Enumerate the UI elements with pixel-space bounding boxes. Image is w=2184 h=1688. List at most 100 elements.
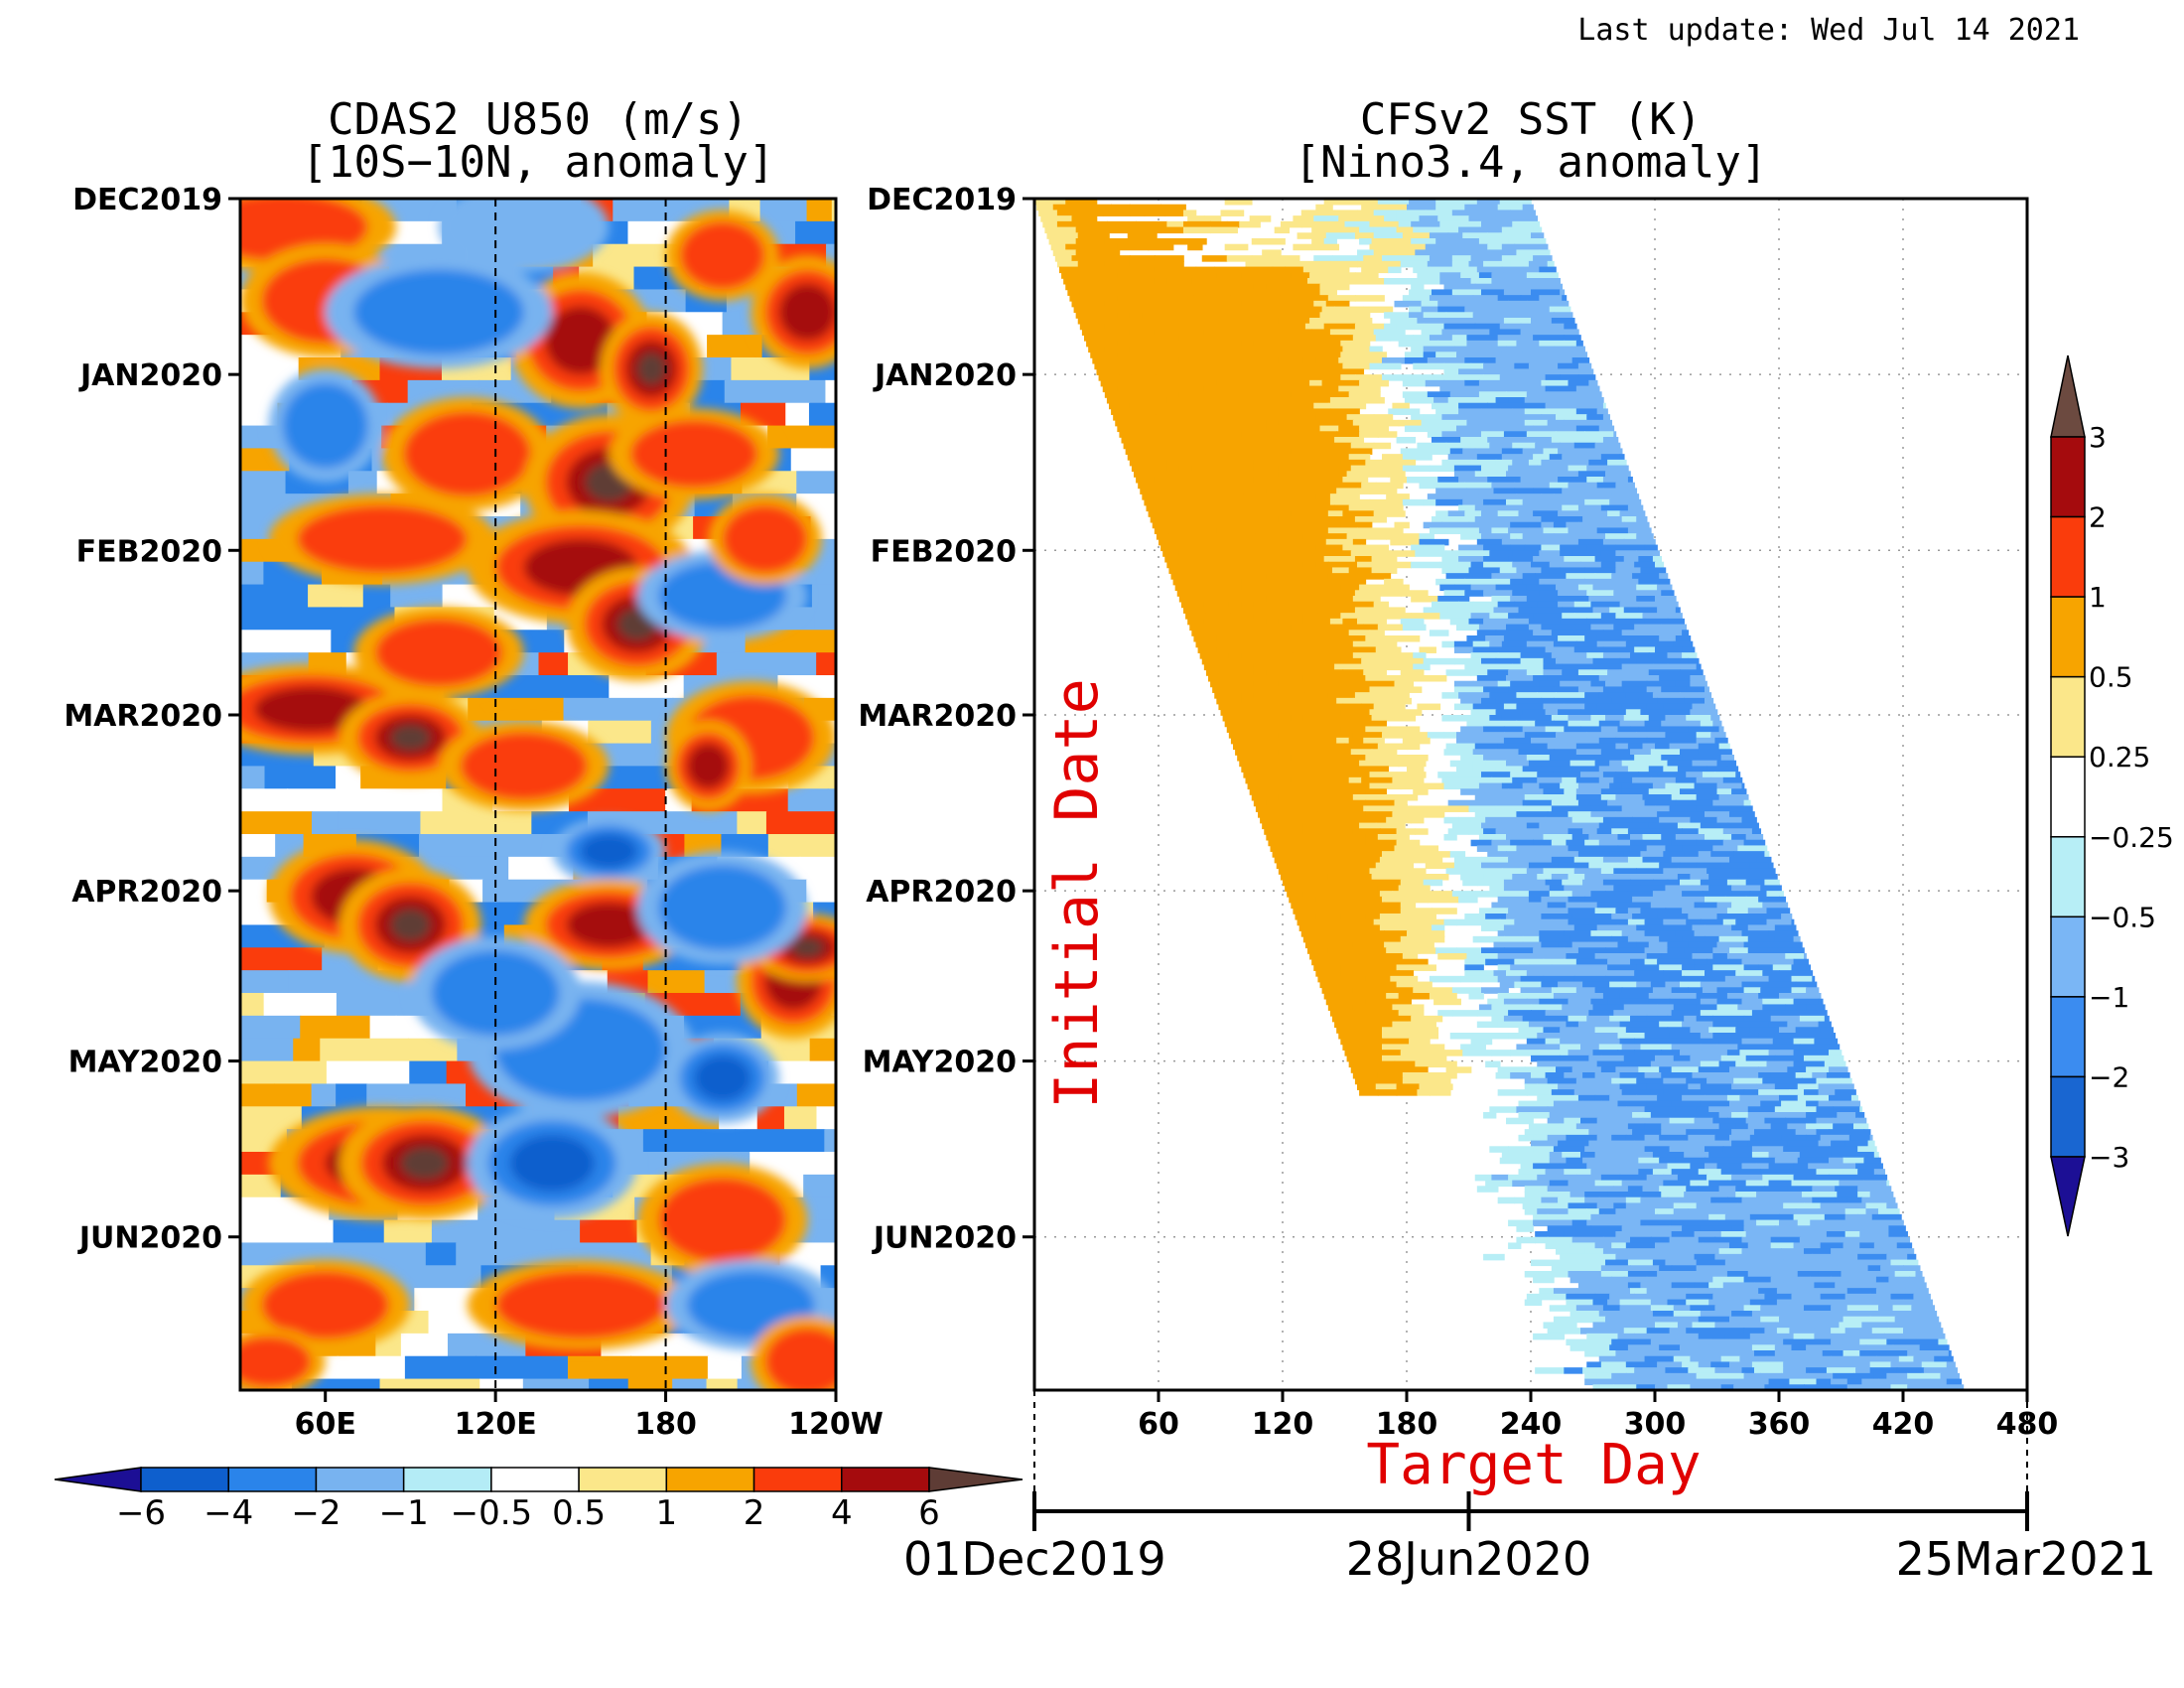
sst-cell [1648, 1180, 1665, 1188]
sst-cell [1537, 776, 1564, 784]
sst-cell [1648, 766, 1665, 773]
sst-cell [1640, 709, 1673, 716]
sst-cell [1820, 1293, 1846, 1301]
sst-cell [1600, 1265, 1631, 1272]
sst-cell [1404, 918, 1429, 926]
sst-cell [1386, 993, 1400, 1000]
sst-cell [1739, 868, 1755, 875]
sst-cell [1630, 675, 1660, 682]
sst-cell [1615, 811, 1629, 818]
sst-cell [1388, 266, 1402, 274]
sst-cell [1630, 862, 1660, 870]
sst-cell [1274, 454, 1288, 461]
sst-cell [1756, 1163, 1770, 1170]
sst-cell [1655, 1322, 1679, 1329]
sst-cell [1718, 743, 1730, 751]
sst-cell [1285, 743, 1312, 751]
sst-cell [1551, 318, 1575, 325]
sst-cell [1749, 1333, 1778, 1340]
sst-cell [1214, 607, 1241, 614]
sst-cell [1458, 550, 1491, 557]
sst-cell [1816, 1322, 1841, 1329]
sst-cell [1900, 1322, 1923, 1329]
sst-cell [1357, 918, 1375, 926]
sst-cell [1630, 749, 1652, 756]
u850-anomaly [261, 1271, 389, 1339]
sst-cell [1566, 902, 1598, 910]
sst-cell [1462, 454, 1478, 461]
sst-cell [1646, 737, 1673, 745]
sst-cell [1859, 1350, 1890, 1357]
sst-cell [1195, 584, 1224, 592]
sst-cell [1040, 215, 1073, 222]
sst-cell [1682, 845, 1714, 852]
sst-cell [1497, 891, 1530, 898]
sst-cell [1632, 1112, 1652, 1119]
sst-cell [1224, 590, 1238, 597]
sst-cell [1472, 737, 1493, 745]
sst-cell [1541, 379, 1570, 387]
sst-cell [1553, 521, 1568, 529]
sst-cell [1354, 953, 1383, 960]
u850-cell [240, 1060, 328, 1085]
sst-cell [1297, 918, 1315, 926]
sst-cell [1309, 805, 1335, 812]
sst-cell [1632, 573, 1660, 580]
sst-cell [1518, 607, 1532, 614]
sst-cell [1311, 697, 1337, 705]
sst-cell [1419, 646, 1436, 653]
sst-cell [1437, 953, 1468, 960]
sst-cell [1449, 618, 1470, 626]
sst-cell [1712, 1276, 1745, 1284]
u850-cell [240, 1106, 303, 1131]
sst-cell [1611, 1338, 1631, 1346]
sst-cell [1602, 414, 1610, 421]
sst-cell [1692, 953, 1714, 960]
sst-cell [1751, 1010, 1782, 1017]
sst-cell [1522, 573, 1536, 580]
sst-cell [1084, 335, 1098, 342]
sst-cell [1551, 964, 1577, 971]
sst-cell [1243, 488, 1268, 494]
sst-cell [1501, 715, 1522, 722]
sst-cell [1313, 918, 1344, 926]
sst-cell [1278, 419, 1302, 427]
sst-cell [1575, 794, 1602, 801]
sst-cell [1079, 289, 1108, 296]
u850-cell [390, 584, 444, 609]
sst-cell [1726, 993, 1759, 1000]
sst-cell [1582, 1112, 1602, 1119]
sst-cell [1846, 1305, 1879, 1312]
sst-cell [1268, 697, 1288, 705]
sst-cell [1481, 924, 1505, 931]
sst-cell [1205, 295, 1232, 302]
sst-cell [1791, 1293, 1805, 1301]
sst-cell [1361, 657, 1394, 665]
sst-cell [1526, 272, 1559, 279]
sst-cell [1667, 618, 1685, 626]
sst-cell [1359, 397, 1385, 404]
sst-cell [1617, 1100, 1648, 1108]
sst-cell [1566, 471, 1579, 478]
sst-cell [1545, 646, 1575, 653]
sst-cell [1797, 1196, 1814, 1204]
sst-cell [1400, 590, 1429, 597]
sst-cell [1348, 737, 1365, 745]
u850-cell [308, 584, 364, 609]
sst-cell [1682, 1140, 1706, 1148]
sst-cell [1323, 879, 1346, 887]
sst-cell [1592, 743, 1617, 751]
sst-cell [1289, 538, 1306, 546]
sst-cell [1102, 226, 1135, 234]
sst-cell [1146, 323, 1170, 331]
sst-cell [1657, 1004, 1675, 1011]
sst-cell [1605, 805, 1623, 812]
sst-cell [1810, 1276, 1832, 1284]
sst-cell [1247, 312, 1276, 319]
sst-cell [1283, 709, 1302, 716]
sst-cell [1501, 538, 1518, 546]
sst-cell [1247, 352, 1266, 358]
sst-cell [1270, 385, 1286, 393]
sst-cell [1625, 1196, 1642, 1204]
sst-cell [1382, 953, 1404, 960]
